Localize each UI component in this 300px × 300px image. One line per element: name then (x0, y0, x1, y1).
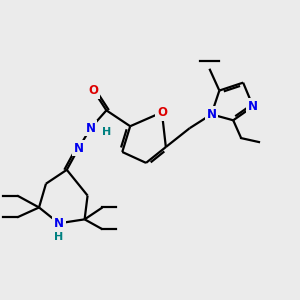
Text: H: H (54, 232, 64, 242)
Text: N: N (248, 100, 258, 113)
Text: O: O (157, 106, 167, 119)
Text: N: N (74, 142, 84, 154)
Text: N: N (206, 108, 216, 121)
Text: H: H (102, 127, 111, 137)
Text: N: N (85, 122, 96, 135)
Text: N: N (54, 217, 64, 230)
Text: O: O (88, 84, 98, 97)
